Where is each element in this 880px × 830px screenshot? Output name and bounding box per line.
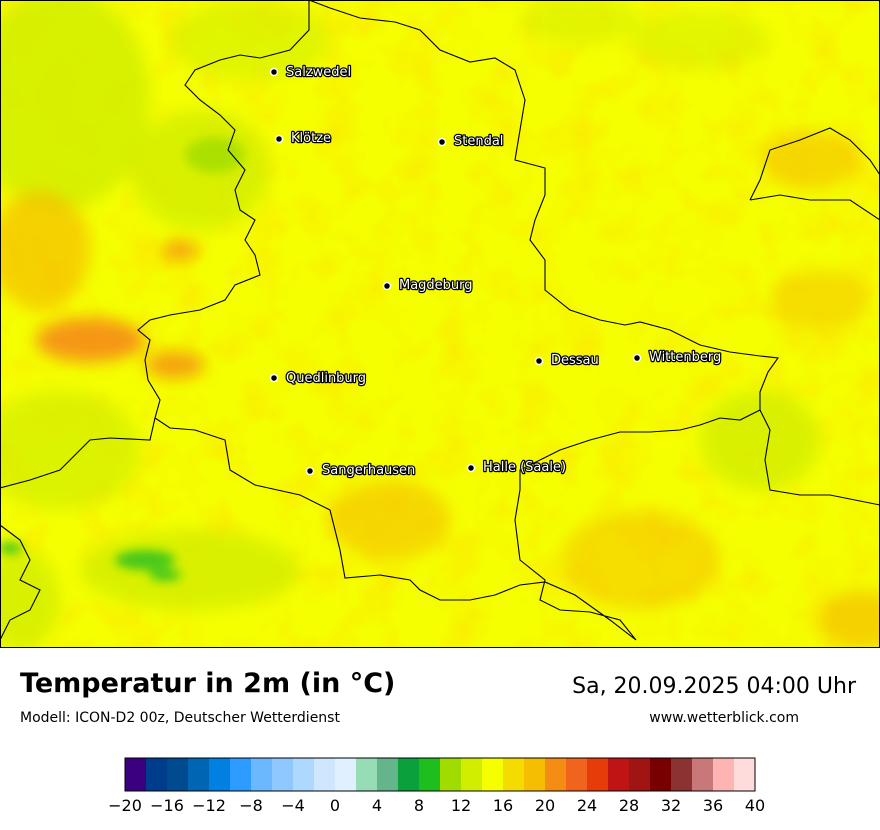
legend-swatch (419, 758, 441, 791)
green-valley-zones (0, 137, 245, 581)
legend-tick-label: 0 (330, 796, 340, 815)
legend-swatch (587, 758, 609, 791)
legend-tick-label: 24 (577, 796, 597, 815)
legend-tick-label: −20 (108, 796, 142, 815)
map-footer: Temperatur in 2m (in °C) Modell: ICON-D2… (0, 648, 880, 830)
legend-swatch (629, 758, 651, 791)
legend-swatch (461, 758, 483, 791)
legend-border (124, 757, 756, 792)
legend-swatch (293, 758, 315, 791)
legend-tick-label: 16 (493, 796, 513, 815)
city-markers: Salzwedel Klötze Stendal Magdeburg Dessa… (269, 64, 722, 479)
city-label: Halle (Saale) (483, 460, 566, 475)
legend-tick-label: 32 (661, 796, 681, 815)
city-salzwedel: Salzwedel (269, 64, 352, 81)
city-halle: Halle (Saale) (466, 459, 567, 476)
website-link[interactable]: www.wetterblick.com (649, 710, 799, 726)
legend-swatch (314, 758, 336, 791)
legend-swatch (482, 758, 504, 791)
city-sangerhausen: Sangerhausen (305, 462, 417, 479)
city-stendal: Stendal (437, 133, 505, 150)
city-label: Sangerhausen (322, 463, 415, 478)
legend-tick-label: −8 (239, 796, 263, 815)
legend-swatch (503, 758, 525, 791)
legend-tick-label: −4 (281, 796, 305, 815)
legend-color-bar (124, 757, 756, 792)
city-quedlinburg: Quedlinburg (269, 370, 367, 387)
legend-swatch (671, 758, 693, 791)
city-label: Magdeburg (399, 278, 473, 293)
legend-swatch (440, 758, 462, 791)
legend-ticks: −20 −16 −12 −8 −4 0 4 8 12 16 20 24 28 32 36 40 (108, 796, 765, 815)
legend-tick-label: 20 (535, 796, 555, 815)
saxony-anhalt-border (137, 0, 779, 641)
city-label: Salzwedel (286, 65, 351, 80)
legend-swatch (566, 758, 588, 791)
legend-swatch (209, 758, 231, 791)
legend-swatch (356, 758, 378, 791)
city-label: Stendal (454, 134, 503, 149)
north-east-border (749, 127, 880, 221)
temperature-zones (0, 0, 880, 648)
state-borders (0, 0, 880, 641)
legend-tick-label: −12 (192, 796, 226, 815)
legend-swatch (188, 758, 210, 791)
legend-swatch (230, 758, 252, 791)
legend-swatch (335, 758, 357, 791)
city-magdeburg: Magdeburg (382, 277, 474, 294)
color-legend: −20 −16 −12 −8 −4 0 4 8 12 16 20 24 28 32 36 40 (108, 757, 765, 815)
legend-tick-label: 8 (414, 796, 424, 815)
city-label: Quedlinburg (286, 371, 366, 386)
legend-swatch (524, 758, 546, 791)
legend-swatch (272, 758, 294, 791)
city-kloetze: Klötze (274, 130, 332, 147)
brandenburg-border (759, 409, 880, 506)
legend-swatch (713, 758, 735, 791)
legend-tick-label: 40 (745, 796, 765, 815)
map-title: Temperatur in 2m (in °C) (20, 668, 396, 699)
city-label: Dessau (551, 353, 599, 368)
legend-swatch (734, 758, 756, 791)
legend-tick-label: 12 (451, 796, 471, 815)
thuringia-border (0, 417, 156, 641)
temperature-map: Salzwedel Klötze Stendal Magdeburg Dessa… (0, 0, 880, 648)
legend-swatch (251, 758, 273, 791)
city-label: Klötze (291, 131, 331, 146)
legend-tick-label: 4 (372, 796, 382, 815)
legend-swatch (692, 758, 714, 791)
legend-swatch (167, 758, 189, 791)
legend-swatch (650, 758, 672, 791)
city-label: Wittenberg (649, 350, 721, 365)
model-info: Modell: ICON-D2 00z, Deutscher Wetterdie… (20, 710, 340, 726)
legend-tick-label: 28 (619, 796, 639, 815)
legend-swatch (398, 758, 420, 791)
legend-tick-label: −16 (150, 796, 184, 815)
legend-swatch (146, 758, 168, 791)
city-wittenberg: Wittenberg (632, 349, 722, 366)
city-dessau: Dessau (534, 352, 600, 369)
legend-swatch (545, 758, 567, 791)
legend-swatch (377, 758, 399, 791)
forecast-datetime: Sa, 20.09.2025 04:00 Uhr (572, 674, 856, 699)
legend-tick-label: 36 (703, 796, 723, 815)
legend-swatch (125, 758, 147, 791)
legend-swatch (608, 758, 630, 791)
